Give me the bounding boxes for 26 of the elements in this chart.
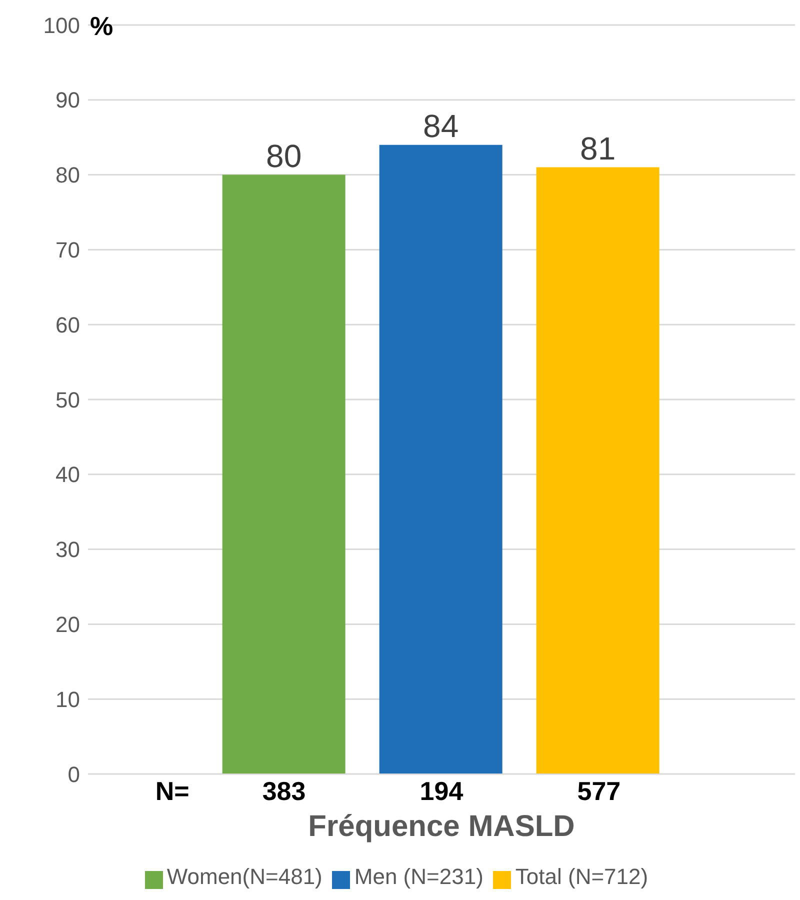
y-tick-label: 90 — [56, 88, 80, 113]
bar — [379, 144, 502, 774]
text: 577 — [576, 776, 622, 807]
legend-label: Women(N=481) — [166, 864, 322, 889]
y-axis-title: % — [90, 11, 114, 42]
bar — [222, 174, 346, 774]
y-tick-label: 10 — [56, 686, 80, 712]
y-tick-label: 30 — [56, 537, 80, 562]
legend-label: Total (N=712) — [515, 864, 648, 889]
y-tick-label: 20 — [56, 612, 80, 638]
y-tick-label: 40 — [56, 462, 80, 488]
data-label: 84 — [423, 108, 459, 144]
y-tick-label: 60 — [56, 312, 80, 338]
y-tick-label: 100 — [43, 12, 80, 38]
y-tick-label: 50 — [56, 387, 80, 412]
text: N= — [154, 776, 190, 807]
text: 194 — [418, 776, 464, 807]
x-axis-title: Fréquence MASLD — [307, 810, 576, 844]
y-tick-label: 80 — [56, 162, 80, 188]
data-label: 81 — [580, 130, 616, 166]
y-tick-label: 0 — [68, 762, 80, 787]
bar — [536, 167, 660, 774]
text: 383 — [261, 776, 307, 807]
y-tick-label: 70 — [56, 238, 80, 263]
data-label: 80 — [266, 138, 302, 174]
legend-label: Men (N=231) — [354, 864, 484, 889]
